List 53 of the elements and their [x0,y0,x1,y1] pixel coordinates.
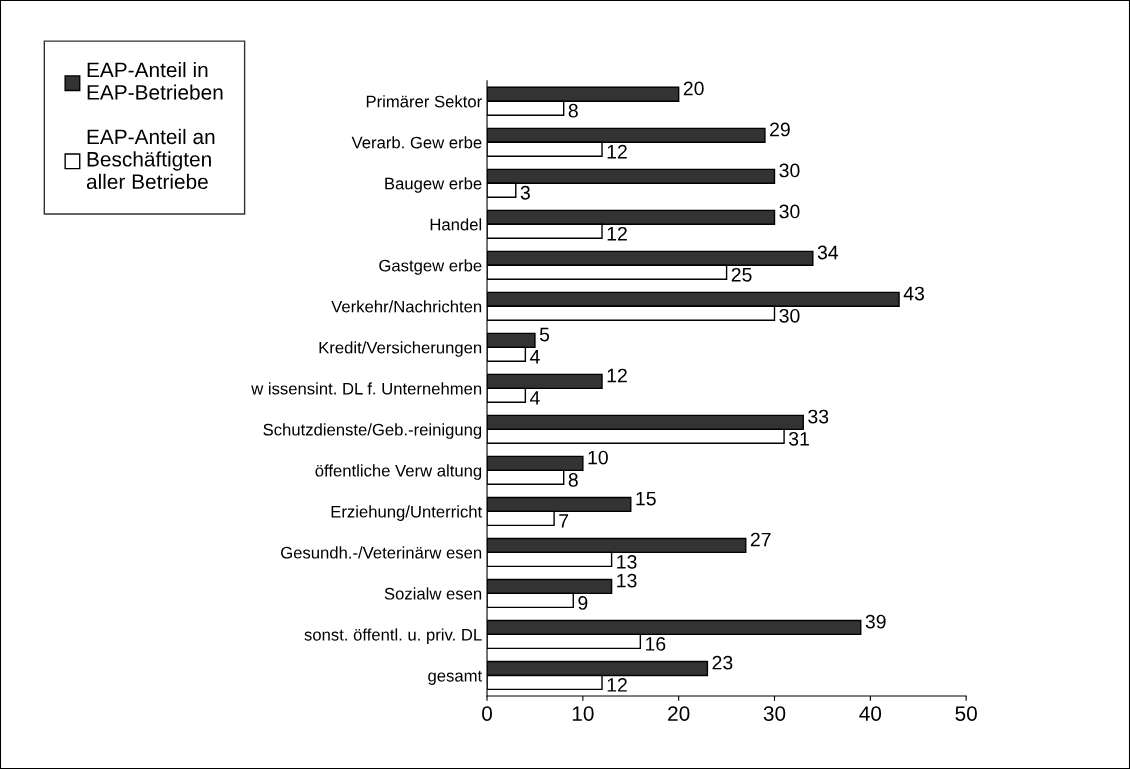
y-tick-label: Handel [430,218,482,231]
data-label: 12 [607,678,627,692]
y-tick-label: gesamt [428,670,483,685]
data-label: 16 [646,637,666,651]
data-label: 3 [520,185,530,200]
data-label: 12 [607,144,627,159]
data-label: 43 [903,286,925,301]
y-tick-label: Baugew erbe [385,177,482,193]
data-label: 15 [636,491,656,506]
data-label: 4 [529,350,540,364]
y-tick-label: Schutzdienste/Geb.-reinigung [263,423,482,439]
data-label: 23 [712,655,733,670]
data-label: 13 [617,554,637,569]
data-label: 33 [808,409,829,424]
y-tick-label: Sozialw esen [384,587,482,600]
data-label: 20 [683,81,704,96]
x-tick-label: 20 [668,706,690,721]
y-tick-label: Verarb. Gew erbe [351,136,482,149]
data-label: 7 [559,514,569,528]
data-label: 4 [529,391,540,405]
data-label: 12 [607,226,627,241]
y-tick-label: Gastgew erbe [379,259,482,275]
y-tick-label: Verkehr/Nachrichten [331,300,482,313]
data-label: 25 [731,267,752,282]
legend-label: EAP-Anteil in EAP-Betrieben [87,62,223,100]
x-tick-label: 0 [482,706,493,721]
x-tick-label: 40 [859,706,882,721]
data-label: 13 [617,573,637,588]
x-tick-label: 30 [763,706,786,721]
x-tick-label: 10 [572,706,594,721]
data-label: 8 [568,103,578,118]
data-label: 30 [779,204,800,219]
data-label: 39 [865,614,886,629]
data-label: 29 [770,122,790,137]
data-label: 31 [788,431,809,446]
data-label: 34 [817,245,839,260]
y-tick-label: Gesundh.-/Veterinärw esen [281,546,482,559]
legend-label: EAP-Anteil an Beschäftigten aller Betriebe [86,128,215,190]
data-label: 27 [750,532,771,547]
data-label: 30 [779,163,800,178]
data-label: 8 [568,472,578,487]
data-label: 12 [607,368,627,383]
y-tick-label: Primärer Sektor [366,95,482,108]
data-label: 10 [588,450,608,465]
y-tick-label: w issensint. DL f. Unternehmen [251,382,482,395]
y-tick-label: Erziehung/Unterricht [331,505,483,521]
y-tick-label: öffentliche Verw altung [315,464,482,480]
y-tick-label: Kredit/Versicherungen [319,341,482,357]
data-label: 30 [779,308,800,323]
y-tick-label: sonst. öffentl. u. priv. DL [304,628,482,644]
x-tick-label: 50 [955,706,977,721]
data-label: 9 [578,596,588,610]
data-label: 5 [539,327,550,342]
